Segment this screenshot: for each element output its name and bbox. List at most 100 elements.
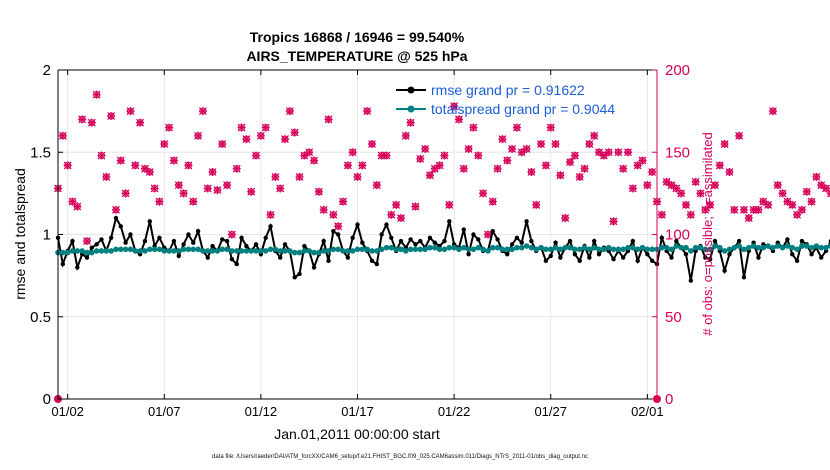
totalspread-point	[784, 243, 791, 249]
x-tick-label-1: 01/07	[148, 404, 181, 419]
totalspread-point	[789, 244, 796, 251]
rmse-point	[181, 242, 186, 247]
totalspread-point	[161, 248, 168, 254]
rmse-point	[229, 256, 235, 262]
obs-assimilated-point	[111, 205, 120, 214]
obs-assimilated-point	[609, 217, 618, 226]
rmse-point	[712, 238, 718, 244]
obs-assimilated-point	[208, 167, 217, 176]
rmse-point	[278, 255, 283, 260]
totalspread-point	[282, 248, 288, 254]
obs-assimilated-point	[58, 131, 67, 140]
obs-assimilated-point	[73, 202, 82, 211]
totalspread-point	[209, 248, 216, 254]
totalspread-point	[702, 246, 709, 253]
totalspread-point	[586, 246, 593, 253]
obs-assimilated-point	[324, 115, 333, 124]
totalspread-point	[369, 248, 375, 254]
obs-assimilated-point	[764, 200, 773, 209]
rmse-point	[466, 252, 471, 257]
obs-assimilated-point	[575, 172, 584, 181]
obs-assimilated-point	[739, 205, 748, 214]
rmse-point	[442, 238, 447, 244]
obs-assimilated-point	[401, 131, 410, 140]
rmse-point	[519, 240, 524, 245]
rmse-point	[819, 255, 824, 260]
obs-assimilated-point	[382, 151, 391, 160]
obs-assimilated-point	[643, 181, 652, 190]
obs-assimilated-point	[556, 171, 565, 180]
totalspread-point	[745, 244, 752, 251]
totalspread-point	[601, 246, 607, 253]
x-tick-label-3: 01/17	[341, 404, 374, 419]
rmse-point	[99, 237, 104, 242]
obs-assimilated-point	[710, 181, 719, 190]
rmse-point	[282, 242, 288, 247]
rmse-point	[60, 261, 66, 267]
obs-assimilated-point	[532, 200, 541, 209]
rmse-point	[311, 265, 317, 270]
totalspread-point	[412, 246, 419, 253]
obs-assimilated-point	[498, 135, 507, 144]
obs-assimilated-point	[271, 172, 280, 181]
totalspread-point	[683, 244, 689, 251]
rmse-point	[727, 252, 732, 257]
totalspread-point	[591, 244, 598, 251]
totalspread-point	[615, 246, 622, 253]
totalspread-point	[620, 246, 626, 253]
obs-assimilated-point	[614, 148, 623, 157]
grid-lines	[58, 69, 657, 400]
totalspread-point	[692, 244, 699, 251]
rmse-point	[683, 252, 689, 257]
totalspread-point	[388, 244, 395, 251]
obs-assimilated-point	[165, 123, 174, 132]
rmse-point	[418, 238, 423, 244]
totalspread-point	[489, 244, 496, 251]
totalspread-point	[98, 248, 105, 254]
totalspread-point	[325, 248, 332, 254]
rmse-point	[703, 255, 708, 260]
obs-assimilated-point	[169, 156, 178, 165]
y-left-tick-label-3: 1.5	[30, 144, 51, 161]
totalspread-point	[224, 246, 230, 253]
obs-assimilated-point	[179, 189, 188, 198]
obs-assimilated-point	[793, 210, 802, 219]
obs-assimilated-point	[174, 181, 183, 190]
obs-assimilated-point	[768, 107, 777, 116]
obs-assimilated-point	[493, 164, 502, 173]
totalspread-point	[663, 244, 670, 251]
totalspread-point	[659, 244, 665, 251]
obs-assimilated-point	[285, 107, 294, 116]
rmse-point	[321, 238, 326, 244]
obs-assimilated-point	[802, 187, 811, 196]
rmse-point	[389, 235, 394, 240]
totalspread-point	[407, 246, 414, 253]
rmse-point	[548, 253, 553, 259]
totalspread-point	[707, 246, 713, 253]
chart-title: Tropics 16868 / 16946 = 99.540% AIRS_TEMP…	[246, 29, 467, 64]
totalspread-point	[596, 246, 602, 253]
totalspread-point	[741, 246, 747, 253]
obs-assimilated-point	[290, 128, 299, 137]
rmse-point	[171, 238, 177, 244]
rmse-point	[398, 238, 404, 244]
y-left-tick-label-4: 2	[43, 62, 51, 79]
obs-assimilated-point	[261, 123, 270, 132]
totalspread-point	[721, 248, 728, 254]
obs-assimilated-point	[667, 181, 676, 190]
obs-assimilated-point	[116, 156, 125, 165]
obs-assimilated-point	[454, 115, 463, 124]
rmse-point	[123, 240, 128, 245]
obs-assimilated-point	[131, 161, 140, 170]
totalspread-point	[451, 244, 457, 251]
totalspread-point	[127, 246, 134, 253]
totalspread-point	[779, 244, 786, 251]
rmse-point	[360, 240, 365, 245]
data-file-note: data file: /Users/raeder/DAI/ATM_forcXX/…	[212, 454, 588, 460]
rmse-point	[529, 238, 534, 244]
totalspread-point	[533, 246, 540, 253]
obs-assimilated-point	[295, 172, 304, 181]
rmse-point	[94, 242, 99, 247]
obs-assimilated-point	[372, 181, 381, 190]
rmse-point	[118, 224, 123, 229]
